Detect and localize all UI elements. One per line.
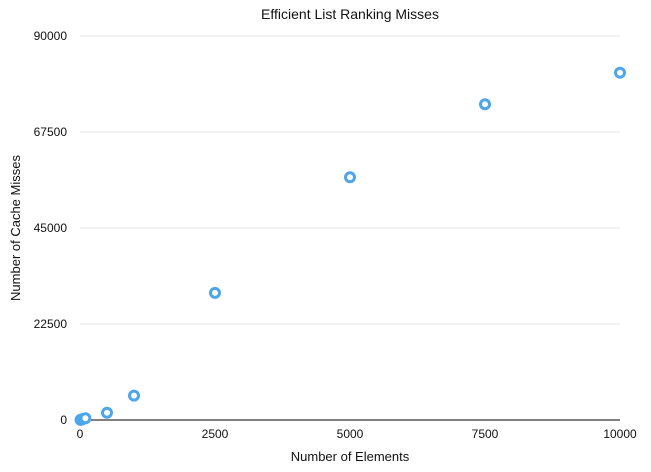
x-tick-label: 5000 <box>337 427 364 441</box>
y-tick-label: 67500 <box>34 125 68 139</box>
y-tick-label: 0 <box>60 413 67 427</box>
data-point <box>209 286 221 299</box>
x-tick-label: 2500 <box>202 427 229 441</box>
x-tick-label: 10000 <box>603 427 637 441</box>
y-axis-ticks: 0 22500 45000 67500 90000 <box>34 29 68 427</box>
x-tick-label: 7500 <box>472 427 499 441</box>
chart-title: Efficient List Ranking Misses <box>261 6 439 22</box>
y-tick-label: 22500 <box>34 317 68 331</box>
y-tick-label: 45000 <box>34 221 68 235</box>
data-points <box>74 66 626 426</box>
x-tick-label: 0 <box>77 427 84 441</box>
y-tick-label: 90000 <box>34 29 68 43</box>
x-axis-ticks: 0 2500 5000 7500 10000 <box>77 427 637 441</box>
data-point <box>79 412 92 425</box>
data-point <box>101 406 113 419</box>
y-axis-label: Number of Cache Misses <box>8 155 23 301</box>
data-point <box>479 98 491 111</box>
data-point <box>128 389 140 402</box>
data-point <box>344 171 356 184</box>
grid-lines <box>80 35 620 325</box>
data-point <box>614 66 626 79</box>
x-axis-label: Number of Elements <box>291 449 410 464</box>
